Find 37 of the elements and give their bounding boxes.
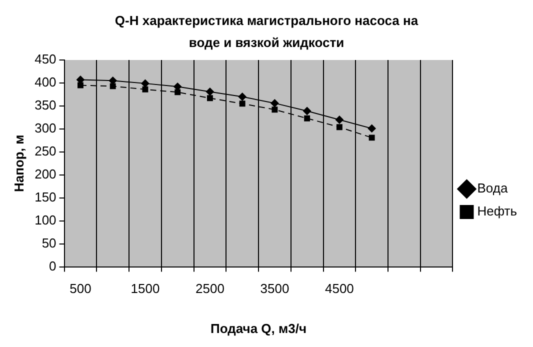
point [141,79,150,88]
point [142,86,148,92]
legend-label: Нефть [477,204,518,219]
y-tick-label: 200 [34,166,56,182]
point [270,99,279,108]
y-tick-label: 400 [34,74,56,90]
y-tick-label: 0 [49,258,56,274]
y-tick-label: 450 [34,52,56,67]
y-axis-title: Напор, м [11,134,26,192]
point [368,124,376,132]
point [368,134,375,141]
point [110,83,116,90]
x-tick-label: 3500 [260,281,290,296]
y-tick-label: 250 [34,143,56,158]
y-tick-label: 150 [34,189,56,204]
point [336,124,342,130]
x-tick-label: 1500 [130,281,160,296]
point [206,88,214,96]
x-tick-label: 2500 [196,281,224,296]
point [174,89,181,96]
y-tick-label: 100 [34,212,56,228]
y-tick-label: 300 [34,120,56,136]
point [272,106,278,113]
point [78,82,84,88]
point [304,115,310,122]
y-tick-label: 350 [34,98,56,113]
point [238,92,246,101]
y-tick-label: 50 [42,235,56,250]
point [239,100,246,107]
point [335,116,344,124]
point [206,95,213,102]
point [303,107,312,116]
x-axis-title: Подача Q, м3/ч [210,320,307,336]
x-tick-label: 500 [70,281,92,296]
chart-title: Q-H характеристика магистрального насоса на воде и вязкой жидкости [114,13,418,50]
legend-label: Вода [477,180,508,196]
x-tick-label: 4500 [324,281,354,296]
